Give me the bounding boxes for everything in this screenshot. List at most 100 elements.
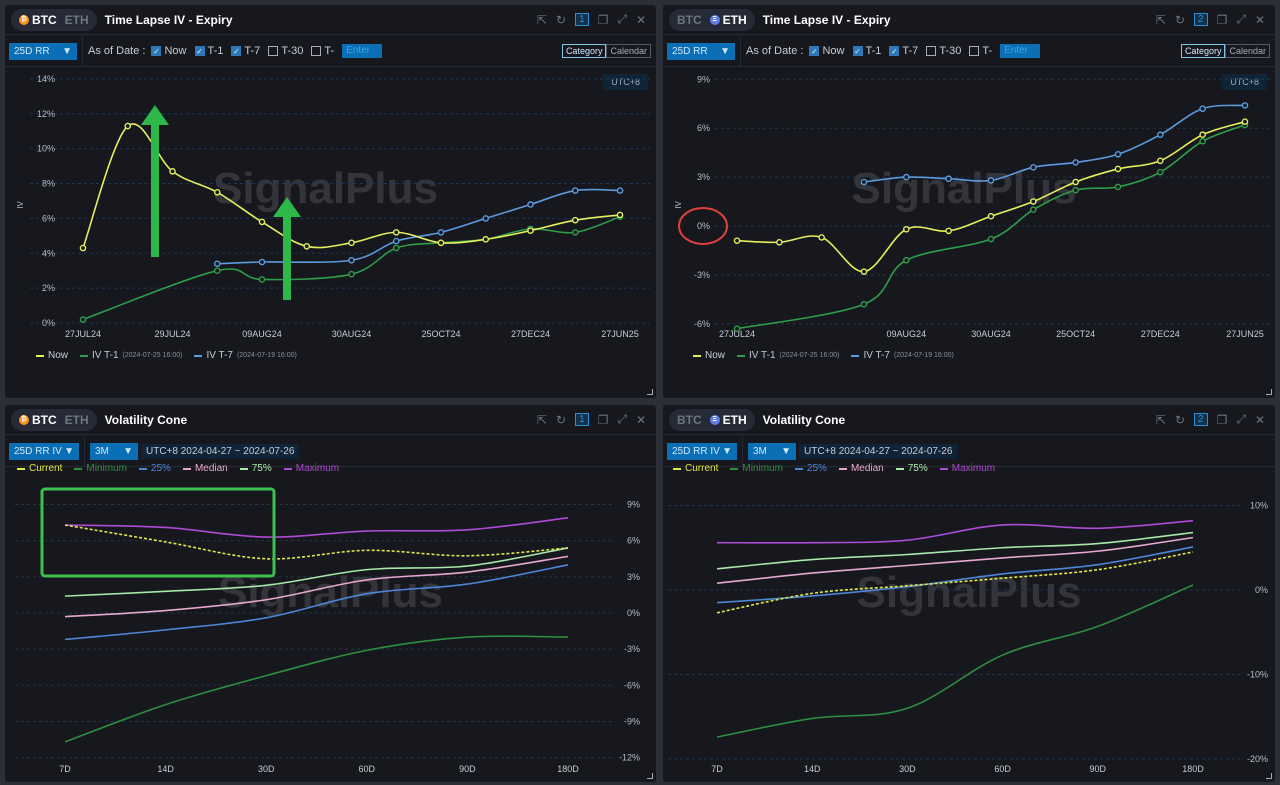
legend-item-current[interactable]: Current	[17, 463, 62, 474]
data-point-t7[interactable]	[571, 187, 579, 194]
coin-toggle-btc[interactable]: BTC	[677, 413, 702, 427]
data-point-now[interactable]	[392, 229, 400, 236]
checkbox-now[interactable]: ✓ Now	[809, 45, 845, 57]
data-point-now[interactable]	[733, 237, 741, 244]
legend-item-p25[interactable]: 25%	[794, 463, 827, 474]
legend-item-minimum[interactable]: Minimum	[730, 463, 783, 474]
legend-item-t1[interactable]: IV T-1 (2024-07-25 16:00)	[737, 350, 839, 361]
data-point-t1[interactable]	[348, 270, 355, 278]
checkbox-t-[interactable]: T-	[969, 45, 992, 57]
coin-toggle-eth[interactable]: Ξ ETH	[709, 413, 747, 427]
checkbox-t-[interactable]: T-	[311, 45, 334, 57]
data-point-now[interactable]	[903, 225, 910, 233]
data-point-t1[interactable]	[258, 276, 266, 283]
data-point-t7[interactable]	[392, 237, 400, 245]
data-point-now[interactable]	[1157, 157, 1164, 165]
data-point-t1[interactable]	[860, 300, 868, 308]
window-number-badge[interactable]: 1	[575, 413, 589, 426]
expand-icon[interactable]: ⤢	[1236, 412, 1246, 426]
custom-days-input[interactable]: Enter	[342, 44, 383, 58]
refresh-icon[interactable]: ↻	[1174, 412, 1185, 427]
data-point-now[interactable]	[213, 188, 221, 196]
data-point-now[interactable]	[258, 218, 266, 226]
data-point-now[interactable]	[571, 216, 579, 224]
coin-toggle-btc[interactable]: BTC	[677, 13, 702, 27]
data-point-now[interactable]	[860, 268, 868, 275]
resize-handle[interactable]	[647, 389, 653, 395]
copy-icon[interactable]: ❐	[1216, 12, 1228, 27]
popout-icon[interactable]: ⇱	[1155, 12, 1166, 27]
window-number-badge[interactable]: 2	[1194, 413, 1208, 426]
close-icon[interactable]: ✕	[1254, 12, 1265, 27]
data-point-t1[interactable]	[987, 235, 995, 243]
copy-icon[interactable]: ❐	[597, 12, 609, 27]
legend-item-maximum[interactable]: Maximum	[283, 463, 339, 474]
copy-icon[interactable]: ❐	[1216, 412, 1228, 427]
window-number-badge[interactable]: 2	[1194, 13, 1208, 26]
data-point-now[interactable]	[124, 122, 132, 130]
data-point-t1[interactable]	[1157, 168, 1164, 176]
legend-item-t7[interactable]: IV T-7 (2024-07-19 16:00)	[851, 350, 954, 361]
data-point-now[interactable]	[1241, 118, 1249, 125]
data-point-now[interactable]	[348, 239, 355, 247]
data-point-now[interactable]	[987, 212, 995, 220]
resize-handle[interactable]	[647, 773, 653, 779]
legend-item-minimum[interactable]: Minimum	[74, 463, 127, 474]
period-dropdown[interactable]: 3M ▼	[748, 442, 796, 460]
view-category-button[interactable]: Category	[1180, 44, 1226, 58]
data-point-now[interactable]	[79, 244, 87, 252]
custom-days-input[interactable]: Enter	[1000, 44, 1041, 58]
metric-dropdown[interactable]: 25D RR ▼	[667, 42, 735, 60]
data-point-t7[interactable]	[903, 173, 910, 181]
checkbox-t-1[interactable]: ✓ T-1	[852, 45, 881, 57]
legend-item-p75[interactable]: 75%	[239, 463, 272, 474]
data-point-t7[interactable]	[348, 256, 355, 264]
period-dropdown[interactable]: 3M ▼	[90, 442, 138, 460]
coin-toggle-btc[interactable]: ₿ BTC	[19, 413, 57, 427]
data-point-now[interactable]	[1030, 198, 1037, 205]
data-point-t7[interactable]	[527, 201, 534, 208]
data-point-t1[interactable]	[1030, 206, 1037, 213]
data-point-t7[interactable]	[1030, 164, 1037, 171]
metric-dropdown[interactable]: 25D RR ▼	[9, 42, 77, 60]
coin-toggle-btc[interactable]: ₿ BTC	[19, 13, 57, 27]
data-point-t1[interactable]	[213, 267, 221, 275]
data-point-now[interactable]	[482, 236, 490, 243]
checkbox-t-30[interactable]: T-30	[268, 45, 303, 57]
data-point-t1[interactable]	[1199, 137, 1206, 145]
legend-item-now[interactable]: Now	[693, 350, 725, 361]
data-point-now[interactable]	[1114, 165, 1122, 173]
data-point-t7[interactable]	[1072, 159, 1079, 166]
data-point-now[interactable]	[303, 243, 311, 250]
data-point-t1[interactable]	[903, 256, 910, 264]
expand-icon[interactable]: ⤢	[617, 412, 627, 426]
legend-item-p25[interactable]: 25%	[138, 463, 171, 474]
data-point-now[interactable]	[945, 227, 952, 235]
data-point-t1[interactable]	[733, 325, 741, 332]
data-point-t7[interactable]	[1114, 150, 1122, 158]
coin-toggle-eth[interactable]: ETH	[65, 413, 89, 427]
data-point-t7[interactable]	[213, 260, 221, 268]
data-point-t7[interactable]	[258, 258, 266, 266]
popout-icon[interactable]: ⇱	[536, 12, 547, 27]
copy-icon[interactable]: ❐	[597, 412, 609, 427]
checkbox-t-30[interactable]: T-30	[926, 45, 961, 57]
data-point-now[interactable]	[1072, 178, 1079, 186]
expand-icon[interactable]: ⤢	[1236, 12, 1246, 26]
data-point-now[interactable]	[616, 211, 624, 219]
popout-icon[interactable]: ⇱	[1155, 412, 1166, 427]
expand-icon[interactable]: ⤢	[617, 12, 627, 26]
legend-item-t1[interactable]: IV T-1 (2024-07-25 16:00)	[80, 350, 182, 361]
refresh-icon[interactable]: ↻	[1174, 12, 1185, 27]
data-point-t1[interactable]	[1072, 186, 1079, 194]
checkbox-now[interactable]: ✓ Now	[151, 45, 187, 57]
checkbox-t-1[interactable]: ✓ T-1	[194, 45, 223, 57]
legend-item-p75[interactable]: 75%	[895, 463, 928, 474]
view-category-button[interactable]: Category	[561, 44, 607, 58]
refresh-icon[interactable]: ↻	[555, 12, 566, 27]
resize-handle[interactable]	[1266, 773, 1272, 779]
close-icon[interactable]: ✕	[635, 12, 646, 27]
data-point-now[interactable]	[776, 238, 783, 246]
checkbox-t-7[interactable]: ✓ T-7	[889, 45, 918, 57]
legend-item-median[interactable]: Median	[838, 463, 884, 474]
